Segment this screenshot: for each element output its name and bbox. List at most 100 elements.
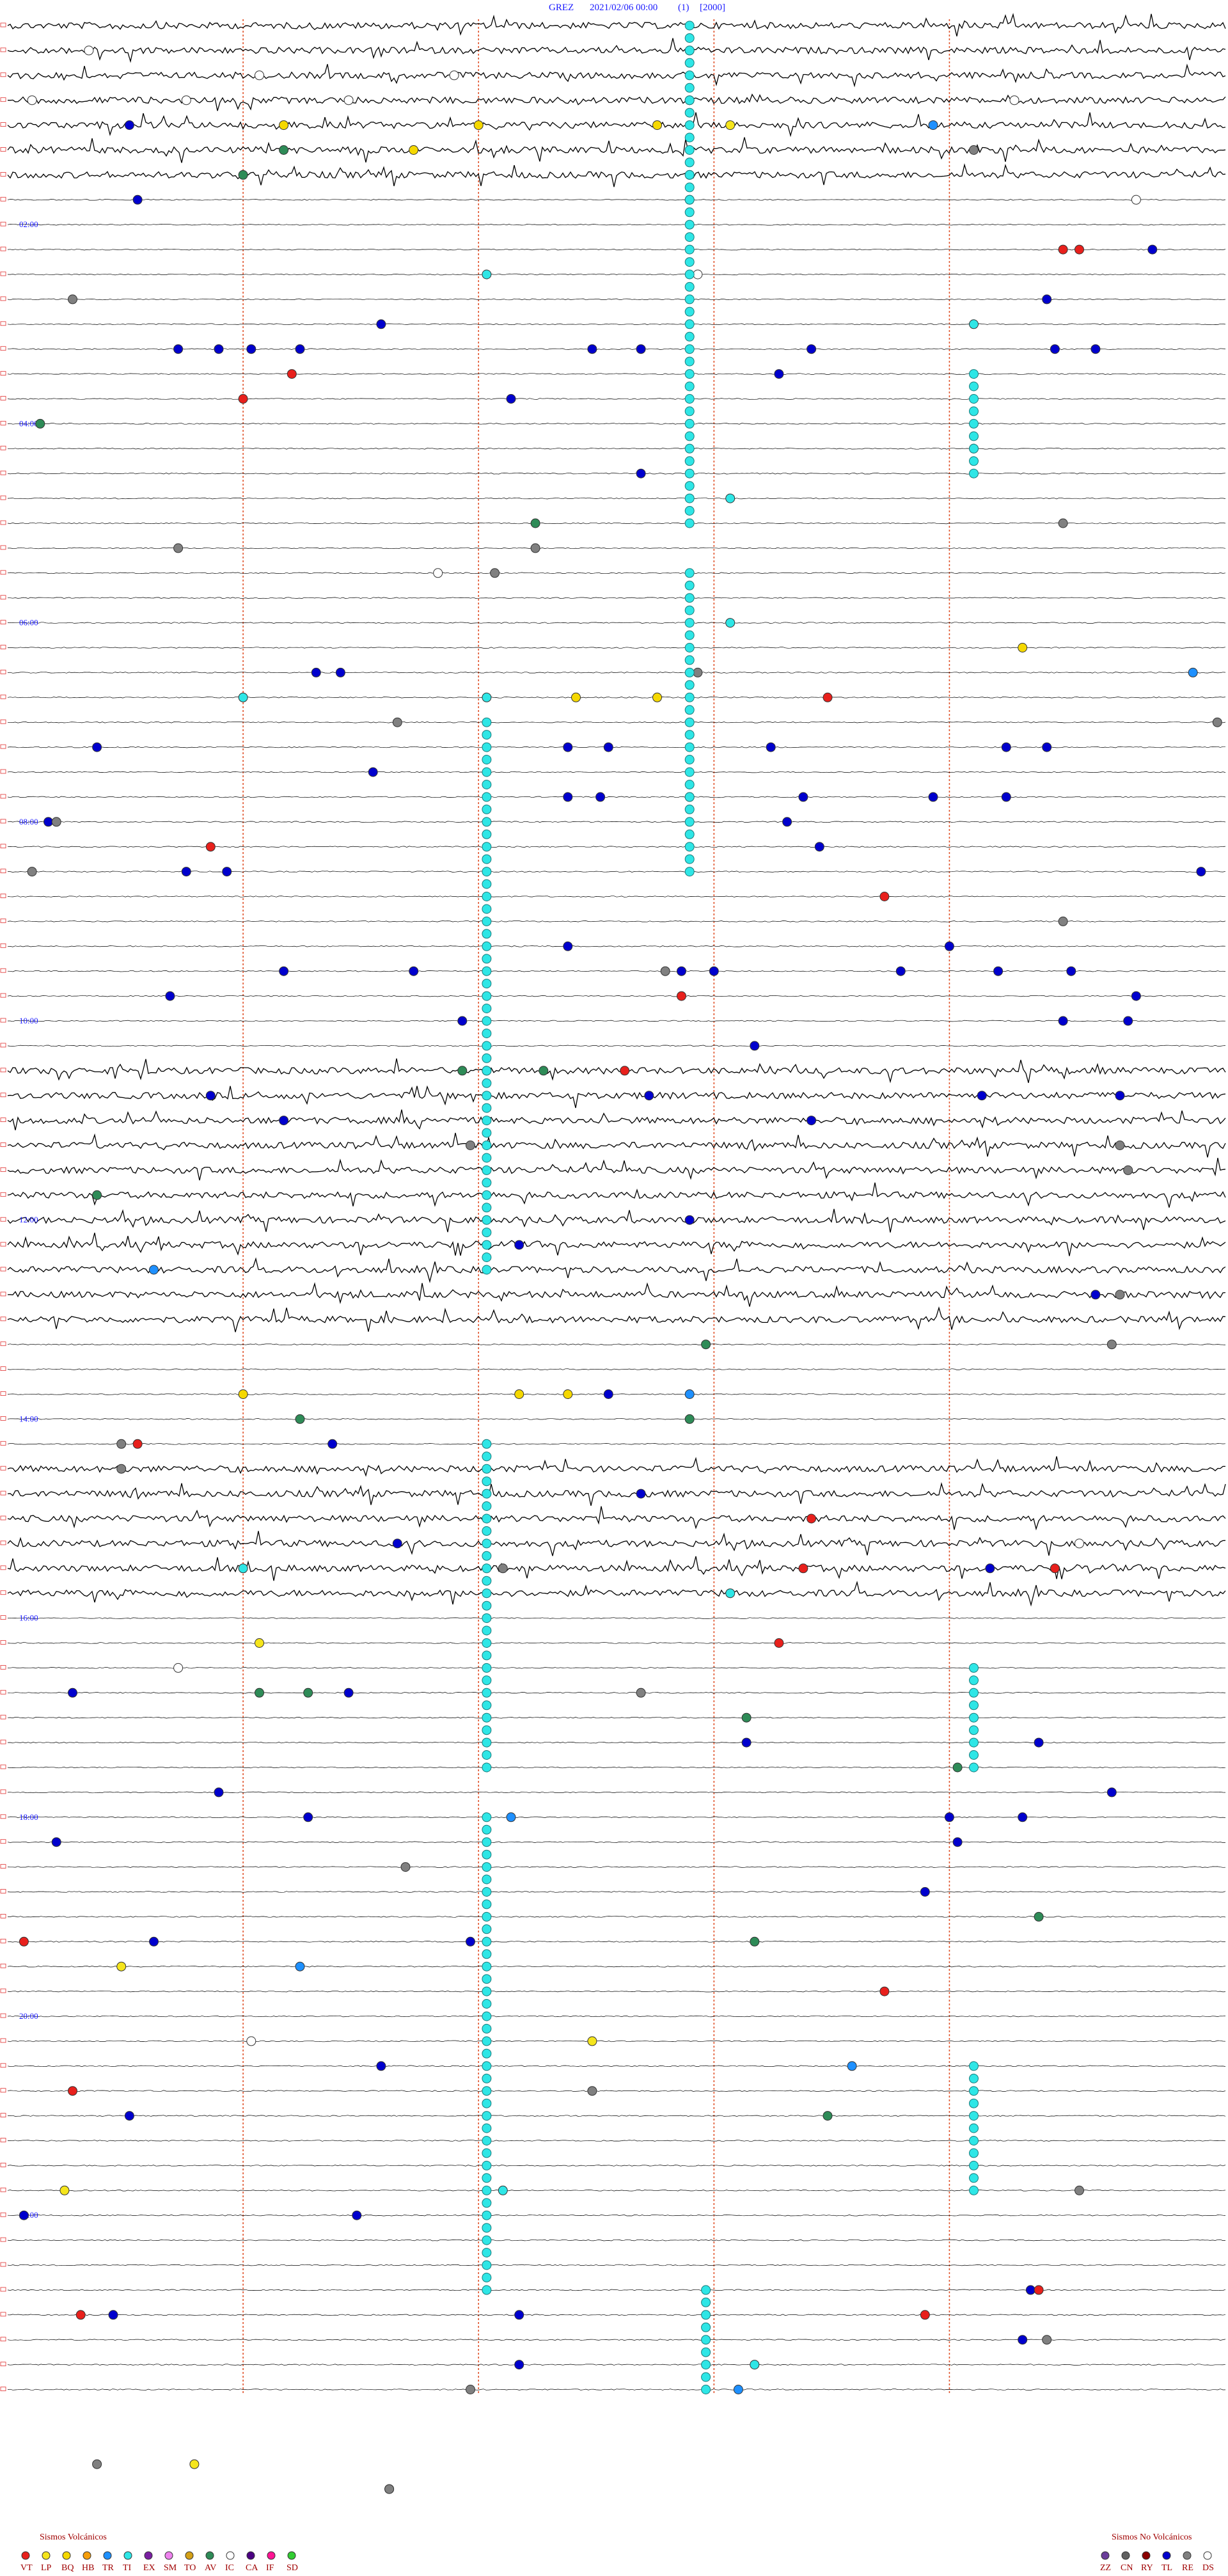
event-marker-ti bbox=[684, 804, 695, 814]
event-marker-ti bbox=[684, 481, 695, 491]
event-marker-re bbox=[1123, 1165, 1133, 1175]
event-marker-ti bbox=[482, 1812, 492, 1822]
event-marker-re bbox=[1058, 916, 1068, 926]
event-marker-bq bbox=[652, 692, 662, 702]
event-marker-tl bbox=[376, 2061, 386, 2071]
trace-line-start-box bbox=[0, 1988, 6, 1993]
legend-swatch-ic bbox=[226, 2551, 235, 2560]
trace-line bbox=[7, 2015, 1226, 2018]
event-marker-ti bbox=[482, 792, 492, 802]
trace-line-start-box bbox=[0, 1192, 6, 1197]
event-marker-bq bbox=[279, 120, 289, 130]
trace-line-start-box bbox=[0, 1590, 6, 1595]
event-marker-re bbox=[498, 1563, 508, 1574]
trace-line-start-box bbox=[0, 396, 6, 400]
legend-code-ti: TI bbox=[123, 2563, 132, 2573]
event-marker-tl bbox=[214, 1787, 224, 1798]
trace-line bbox=[7, 1841, 1225, 1843]
trace-line-start-box bbox=[0, 1764, 6, 1769]
trace-line-start-box bbox=[0, 993, 6, 998]
dotted-time-markers bbox=[242, 19, 950, 2395]
event-marker-vt bbox=[75, 2310, 86, 2320]
event-marker-ti bbox=[482, 755, 492, 764]
event-marker-tl bbox=[595, 792, 606, 802]
trace-line bbox=[7, 2090, 1226, 2092]
trace-line-start-box bbox=[0, 72, 6, 77]
event-marker-ti bbox=[969, 1762, 979, 1773]
event-marker-ti bbox=[482, 1737, 492, 1748]
event-marker-ti bbox=[684, 219, 695, 230]
event-marker-ds bbox=[1131, 194, 1141, 205]
event-marker-ti bbox=[482, 1041, 492, 1051]
event-marker-ti bbox=[684, 580, 695, 590]
event-marker-tl bbox=[1090, 344, 1101, 354]
event-marker-av bbox=[303, 1687, 313, 1698]
legend-code-tr: TR bbox=[102, 2563, 114, 2573]
trace-line-start-box bbox=[0, 2162, 6, 2167]
event-marker-tl bbox=[506, 394, 516, 404]
event-marker-ti bbox=[969, 1737, 979, 1748]
trace-line-start-box bbox=[0, 1292, 6, 1297]
event-marker-ti bbox=[482, 1128, 492, 1138]
event-marker-ti bbox=[684, 58, 695, 68]
legend-swatch-ds bbox=[1203, 2551, 1212, 2560]
trace-line-start-box bbox=[0, 2287, 6, 2292]
event-marker-ti bbox=[482, 692, 492, 702]
trace-line-start-box bbox=[0, 670, 6, 674]
event-marker-re bbox=[466, 2385, 475, 2394]
event-marker-ti bbox=[482, 1949, 492, 1959]
event-marker-ti bbox=[482, 1663, 492, 1673]
event-marker-ti bbox=[482, 1513, 492, 1524]
event-marker-ti bbox=[482, 1638, 492, 1648]
event-marker-av bbox=[530, 518, 540, 528]
event-marker-vt bbox=[1074, 244, 1084, 255]
event-marker-ti bbox=[482, 2285, 492, 2295]
event-marker-tl bbox=[1042, 294, 1052, 304]
event-marker-ti bbox=[684, 194, 695, 205]
trace-line bbox=[7, 846, 1226, 848]
event-marker-vt bbox=[823, 692, 833, 702]
trace-line-start-box bbox=[0, 2312, 6, 2317]
event-marker-ti bbox=[482, 2036, 492, 2046]
trace-line-start-box bbox=[0, 2362, 6, 2367]
event-marker-av bbox=[238, 170, 248, 180]
event-marker-tl bbox=[466, 1936, 475, 1947]
event-marker-lp bbox=[587, 2036, 597, 2046]
event-marker-tl bbox=[636, 1489, 646, 1499]
trace-line-start-box bbox=[0, 1540, 6, 1545]
event-marker-ti bbox=[482, 867, 492, 877]
event-marker-ti bbox=[482, 1029, 492, 1038]
trace-line bbox=[8, 647, 1226, 649]
event-marker-ti bbox=[701, 2385, 711, 2394]
legend-code-sm: SM bbox=[164, 2563, 177, 2573]
event-marker-tl bbox=[895, 966, 906, 976]
event-marker-ti bbox=[684, 344, 695, 354]
trace-line bbox=[8, 547, 1226, 549]
legend-swatch-hb bbox=[83, 2551, 91, 2560]
event-marker-tl bbox=[311, 667, 321, 677]
trace-line-start-box bbox=[0, 147, 6, 152]
trace-line bbox=[7, 373, 1226, 375]
trace-line bbox=[7, 2239, 1226, 2241]
trace-line bbox=[7, 1791, 1226, 1794]
trace-line bbox=[7, 273, 1226, 276]
trace-line bbox=[7, 1891, 1226, 1893]
event-marker-ti bbox=[969, 2111, 979, 2121]
event-marker-re bbox=[400, 1862, 411, 1872]
trace-line-start-box bbox=[0, 2088, 6, 2093]
event-marker-ti bbox=[684, 443, 695, 454]
trace-line bbox=[7, 1456, 1225, 1477]
event-marker-ti bbox=[482, 2086, 492, 2096]
event-marker-tl bbox=[644, 1091, 654, 1101]
trace-line-start-box bbox=[0, 122, 6, 127]
event-marker-av bbox=[295, 1414, 305, 1424]
event-marker-tl bbox=[205, 1091, 216, 1101]
event-marker-tl bbox=[303, 1812, 313, 1822]
trace-line bbox=[7, 821, 1226, 823]
trace-line bbox=[7, 1556, 1226, 1581]
legend-code-re: RE bbox=[1182, 2563, 1193, 2573]
trace-line bbox=[7, 2165, 1226, 2167]
event-marker-ti bbox=[969, 1700, 979, 1711]
trace-line bbox=[7, 796, 1226, 798]
trace-line-start-box bbox=[0, 1242, 6, 1247]
